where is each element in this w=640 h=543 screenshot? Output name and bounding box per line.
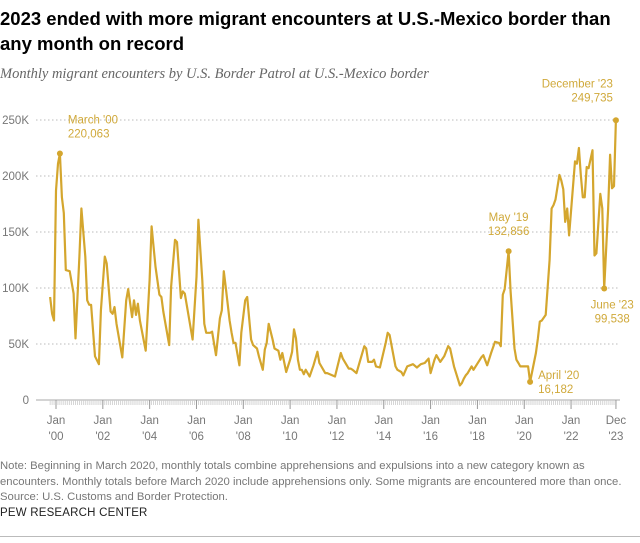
chart-note: Note: Beginning in March 2020, monthly t… <box>0 459 640 506</box>
x-tick-label: Jan <box>328 415 347 427</box>
x-tick-label: '20 <box>517 431 532 443</box>
annotation-label: June '23 <box>591 300 634 312</box>
note-text: Note: Beginning in March 2020, monthly t… <box>0 460 622 488</box>
x-tick-label: '23 <box>608 431 623 443</box>
annotation-label: May '19 <box>489 212 529 224</box>
annotation-label: April '20 <box>538 370 579 382</box>
x-tick-label: Jan <box>562 415 581 427</box>
y-tick-label: 250K <box>2 115 29 127</box>
x-tick-label: Jan <box>374 415 393 427</box>
x-tick-label: '18 <box>470 431 485 443</box>
series-line <box>49 120 617 387</box>
y-tick-label: 200K <box>2 171 29 183</box>
annotation-label: March '00 <box>68 115 118 127</box>
annotation-value: 99,538 <box>595 314 630 326</box>
chart-subtitle: Monthly migrant encounters by U.S. Borde… <box>0 66 429 82</box>
footer-divider <box>0 536 640 537</box>
x-tick-label: '22 <box>564 431 579 443</box>
x-tick-label: '00 <box>49 431 64 443</box>
x-tick-label: Jan <box>140 415 159 427</box>
y-tick-label: 0 <box>23 395 29 407</box>
x-tick-label: Jan <box>421 415 440 427</box>
annotation-value: 16,182 <box>538 384 573 396</box>
annotation-point <box>56 150 63 157</box>
x-axis: Jan '00 Jan '02 Jan '04 Jan '06 Jan '08 Jan '10 Jan '… <box>36 399 627 443</box>
chart-title: 2023 ended with more migrant encounters … <box>0 8 611 54</box>
x-tick-label: Jan <box>187 415 206 427</box>
source-text: Source: U.S. Customs and Border Protecti… <box>0 491 228 503</box>
annotation-value: 249,735 <box>571 92 613 104</box>
x-tick-label: '06 <box>189 431 204 443</box>
x-tick-label: Jan <box>468 415 487 427</box>
x-tick-label: '02 <box>95 431 110 443</box>
annotations: March '00 220,063 May '19 132,856 April '20 1… <box>56 78 634 396</box>
annotation-point <box>601 285 608 292</box>
annotation-label: December '23 <box>542 78 613 90</box>
x-tick-label: Dec <box>606 415 627 427</box>
annotation-point <box>527 378 534 385</box>
gridlines <box>36 119 620 345</box>
x-tick-label: Jan <box>234 415 253 427</box>
y-axis: 0 50K 100K 150K 200K 250K <box>2 115 29 407</box>
y-tick-label: 50K <box>9 339 30 351</box>
x-tick-label: '10 <box>283 431 298 443</box>
x-tick-label: '04 <box>142 431 158 443</box>
x-tick-label: Jan <box>47 415 66 427</box>
annotation-point <box>612 117 619 124</box>
y-tick-label: 150K <box>2 227 29 239</box>
x-tick-label: Jan <box>94 415 113 427</box>
brand-logo-text: PEW RESEARCH CENTER <box>0 507 148 519</box>
x-tick-label: '12 <box>329 431 344 443</box>
annotation-value: 132,856 <box>488 226 530 238</box>
x-tick-label: '16 <box>423 431 438 443</box>
x-tick-label: '14 <box>376 431 392 443</box>
x-tick-label: Jan <box>515 415 534 427</box>
x-tick-label: Jan <box>281 415 300 427</box>
y-tick-label: 100K <box>2 283 29 295</box>
x-tick-label: '08 <box>236 431 251 443</box>
annotation-value: 220,063 <box>68 129 110 141</box>
annotation-point <box>505 248 512 255</box>
